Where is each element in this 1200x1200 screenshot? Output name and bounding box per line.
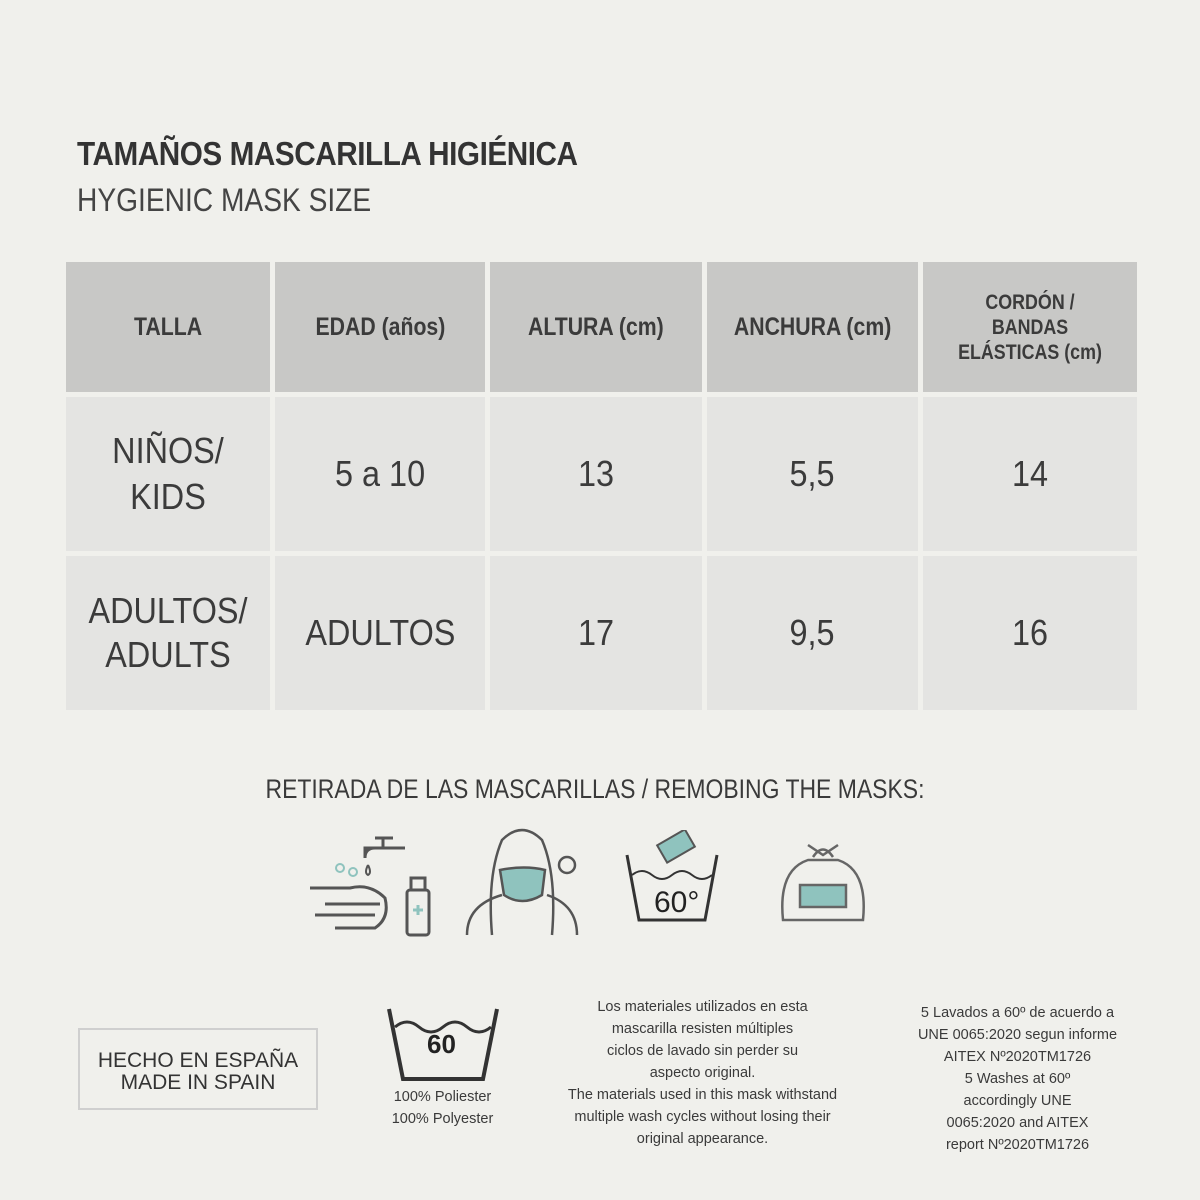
materials-note: Los materiales utilizados en esta mascar… (565, 996, 840, 1150)
column-header: EDAD (años) (275, 262, 485, 392)
removal-title: RETIRADA DE LAS MASCARILLAS / REMOBING T… (265, 774, 925, 804)
column-header: CORDÓN / BANDAS ELÁSTICAS (cm) (923, 262, 1137, 392)
table-row: ADULTOS/ ADULTS ADULTOS 17 9,5 16 (66, 556, 1137, 710)
table-header-row: TALLA EDAD (años) ALTURA (cm) ANCHURA (c… (66, 262, 1137, 392)
table-cell: 5 a 10 (275, 397, 485, 551)
material-en: 100% Polyester (391, 1111, 494, 1127)
table-row: NIÑOS/ KIDS 5 a 10 13 5,5 14 (66, 397, 1137, 551)
wash-symbol-label: 60 (427, 1029, 456, 1059)
table-cell: NIÑOS/ KIDS (66, 397, 270, 551)
table-cell: 9,5 (707, 556, 918, 710)
remove-mask-icon (465, 828, 579, 936)
table-cell: 13 (490, 397, 702, 551)
table-cell: ADULTOS/ ADULTS (66, 556, 270, 710)
table-cell: 5,5 (707, 397, 918, 551)
page-title: TAMAÑOS MASCARILLA HIGIÉNICA (77, 135, 578, 172)
table-cell: ADULTOS (275, 556, 485, 710)
washes-note-es: 5 Lavados a 60º de acuerdo a UNE 0065:20… (917, 1005, 1118, 1065)
materials-note-es: Los materiales utilizados en esta mascar… (597, 999, 808, 1081)
wash-60-icon: 60° (625, 830, 719, 922)
material-es: 100% Poliester (393, 1089, 492, 1105)
material-label: 100% Poliester 100% Polyester (370, 1086, 515, 1130)
column-header: TALLA (66, 262, 270, 392)
made-in-en: MADE IN SPAIN (120, 1071, 276, 1094)
made-in-spain-label: HECHO EN ESPAÑA MADE IN SPAIN (78, 1028, 318, 1110)
washes-note: 5 Lavados a 60º de acuerdo a UNE 0065:20… (915, 1002, 1120, 1156)
made-in-es: HECHO EN ESPAÑA (97, 1049, 299, 1072)
table-cell: 16 (923, 556, 1137, 710)
table-cell: 17 (490, 556, 702, 710)
page-subtitle: HYGIENIC MASK SIZE (77, 182, 372, 218)
wash-temp-label: 60° (654, 886, 699, 919)
column-header: ANCHURA (cm) (707, 262, 918, 392)
column-header: ALTURA (cm) (490, 262, 702, 392)
wash-60-symbol-icon: 60 (387, 1008, 499, 1081)
table-cell: 14 (923, 397, 1137, 551)
washes-note-en: 5 Washes at 60º accordingly UNE 0065:202… (945, 1071, 1090, 1153)
hand-washing-icon (310, 836, 431, 937)
sealed-bag-icon (781, 843, 865, 922)
size-table: TALLA EDAD (años) ALTURA (cm) ANCHURA (c… (61, 257, 1142, 715)
materials-note-en: The materials used in this mask withstan… (567, 1087, 838, 1147)
